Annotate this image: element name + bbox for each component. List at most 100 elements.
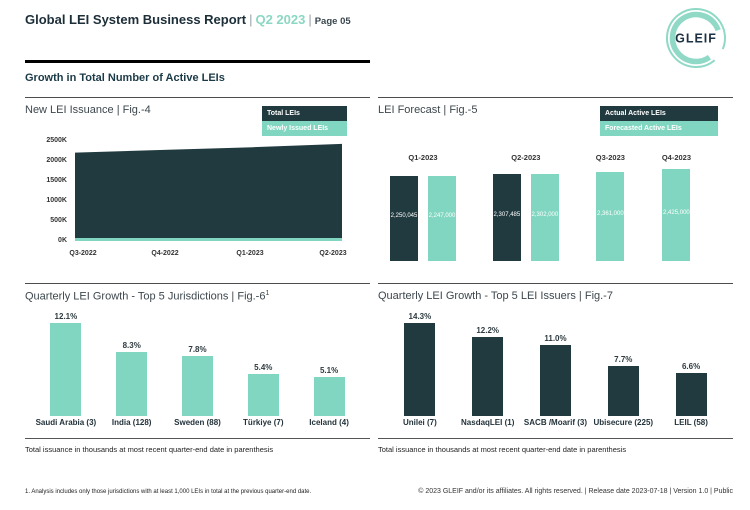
category-label: Q3-2023 xyxy=(595,153,625,162)
bar-column: 14.3% xyxy=(386,311,454,416)
legend-item-forecasted-active-leis: Forecasted Active LEIs xyxy=(600,121,718,136)
legend-item-newly-issued-leis: Newly Issued LEIs xyxy=(262,121,347,136)
category-label: Unilei (7) xyxy=(403,418,437,427)
bar-column: 8.3% xyxy=(99,311,165,416)
fig5-bar-chart: Q1-2023 2,250,045 2,247,000 Q2-2023 2,30… xyxy=(390,153,691,261)
bar-iceland xyxy=(313,376,345,416)
header-separator: | xyxy=(308,12,312,27)
fig6-footnote-marker: 1 xyxy=(265,290,270,297)
header-separator: | xyxy=(249,12,253,27)
panel-top5-lei-issuers: Quarterly LEI Growth - Top 5 LEI Issuers… xyxy=(378,283,733,460)
fig6-title: Quarterly LEI Growth - Top 5 Jurisdictio… xyxy=(25,290,269,303)
x-tick: Q4-2022 xyxy=(151,250,179,257)
logo-text: GLEIF xyxy=(675,32,717,46)
report-header: Global LEI System Business Report | Q2 202… xyxy=(25,12,351,27)
bar-value-label: 2,425,000 xyxy=(663,209,690,216)
fig7-bar-chart: 14.3% 12.2% 11.0% 7.7% 6.6% xyxy=(386,311,725,416)
bar-turkiye xyxy=(247,374,279,416)
fig7-category-labels: Unilei (7) NasdaqLEI (1) SACB /Moarif (3… xyxy=(386,418,725,427)
fig5-group-q1-2023: Q1-2023 2,250,045 2,247,000 xyxy=(390,153,456,261)
bar-value-label: 7.7% xyxy=(614,354,633,364)
category-label: India (128) xyxy=(111,418,152,427)
category-label: Ubisecure (225) xyxy=(593,418,654,427)
bar-unilei xyxy=(404,323,436,416)
bar-value-label: 7.8% xyxy=(188,344,207,354)
bar-sacb-moarif xyxy=(539,344,571,416)
category-label: Türkiye (7) xyxy=(243,418,284,427)
y-tick: 500K xyxy=(50,217,67,224)
y-tick: 2000K xyxy=(46,157,67,164)
bar-column: 7.7% xyxy=(589,311,657,416)
bar-column: 12.1% xyxy=(33,311,99,416)
category-label: NasdaqLEI (1) xyxy=(461,418,515,427)
bar-column: 6.6% xyxy=(657,311,725,416)
bar-value-label: 8.3% xyxy=(122,341,141,351)
fig5-group-q2-2023: Q2-2023 2,307,485 2,302,000 xyxy=(492,153,559,261)
bar-value-label: 2,307,485 xyxy=(493,212,521,218)
fig4-y-axis: 2500K 2000K 1500K 1000K 500K 0K xyxy=(25,137,67,245)
newly-issued-leis-strip xyxy=(75,238,342,241)
section-heading: Growth in Total Number of Active LEIs xyxy=(25,72,225,84)
panel-new-lei-issuance: New LEI Issuance | Fig.-4 Total LEIs New… xyxy=(25,97,370,275)
fig5-title: LEI Forecast | Fig.-5 xyxy=(378,104,478,116)
footnote: 1. Analysis includes only those jurisdic… xyxy=(25,489,312,495)
bar-ubisecure xyxy=(607,365,639,416)
bar-saudi-arabia xyxy=(50,322,82,416)
bar-value-label: 2,250,045 xyxy=(390,213,418,220)
bar-nasdaqlei xyxy=(472,336,504,416)
bar-column: 12.2% xyxy=(454,311,522,416)
bar-sweden xyxy=(181,355,213,416)
note-divider xyxy=(25,438,370,439)
bar-forecast-q3: 2,361,000 xyxy=(596,171,625,261)
legend-item-actual-active-leis: Actual Active LEIs xyxy=(600,106,718,121)
fig4-title: New LEI Issuance | Fig.-4 xyxy=(25,104,151,116)
y-tick: 1000K xyxy=(46,197,67,204)
category-label: Saudi Arabia (3) xyxy=(35,418,97,427)
report-title: Global LEI System Business Report xyxy=(25,12,247,27)
x-tick: Q3-2022 xyxy=(69,250,97,257)
bar-value-label: 6.6% xyxy=(681,362,701,372)
bar-actual-q1: 2,250,045 xyxy=(390,175,418,261)
y-tick: 2500K xyxy=(46,137,67,144)
panel-top5-jurisdictions: Quarterly LEI Growth - Top 5 Jurisdictio… xyxy=(25,283,370,460)
bar-value-label: 14.3% xyxy=(408,312,432,321)
bar-value-label: 2,302,000 xyxy=(531,212,559,219)
bar-value-label: 2,361,000 xyxy=(596,210,624,217)
fig5-legend: Actual Active LEIs Forecasted Active LEI… xyxy=(600,106,718,136)
fig7-note: Total issuance in thousands at most rece… xyxy=(378,445,627,454)
category-label: SACB /Moarif (3) xyxy=(523,418,588,427)
y-tick: 0K xyxy=(58,237,67,244)
bar-forecast-q1: 2,247,000 xyxy=(428,175,456,261)
fig7-title: Quarterly LEI Growth - Top 5 LEI Issuers… xyxy=(378,290,613,302)
y-tick: 1500K xyxy=(46,177,67,184)
page-number: Page 05 xyxy=(314,16,351,27)
x-tick: Q2-2023 xyxy=(319,250,347,257)
bar-value-label: 2,247,000 xyxy=(428,213,456,220)
fig4-area-chart xyxy=(75,141,342,246)
fig5-group-q3-2023: Q3-2023 2,361,000 xyxy=(596,153,625,261)
category-label: Q4-2023 xyxy=(661,153,691,162)
bar-column: 7.8% xyxy=(165,311,231,416)
bar-actual-q2: 2,307,485 xyxy=(492,173,521,261)
bar-value-label: 12.1% xyxy=(54,311,78,321)
category-label: Sweden (88) xyxy=(174,418,221,427)
panel-lei-forecast: LEI Forecast | Fig.-5 Actual Active LEIs… xyxy=(378,97,733,275)
gleif-logo: GLEIF xyxy=(664,6,728,75)
bar-column: 5.1% xyxy=(296,311,362,416)
total-leis-area xyxy=(75,143,342,238)
fig6-category-labels: Saudi Arabia (3) India (128) Sweden (88)… xyxy=(33,418,362,427)
copyright-line: © 2023 GLEIF and/or its affiliates. All … xyxy=(418,488,733,495)
bar-leil xyxy=(675,373,707,416)
bar-value-label: 5.4% xyxy=(254,363,273,373)
bar-india xyxy=(116,352,148,416)
bar-value-label: 12.2% xyxy=(476,325,500,335)
category-label: Q1-2023 xyxy=(408,153,438,162)
fig6-note: Total issuance in thousands at most rece… xyxy=(25,445,274,454)
bar-column: 11.0% xyxy=(522,311,590,416)
x-tick: Q1-2023 xyxy=(236,250,264,257)
fig6-title-text: Quarterly LEI Growth - Top 5 Jurisdictio… xyxy=(25,290,266,303)
bar-forecast-q2: 2,302,000 xyxy=(530,173,559,261)
category-label: Q2-2023 xyxy=(511,153,541,162)
category-label: Iceland (4) xyxy=(309,418,349,427)
